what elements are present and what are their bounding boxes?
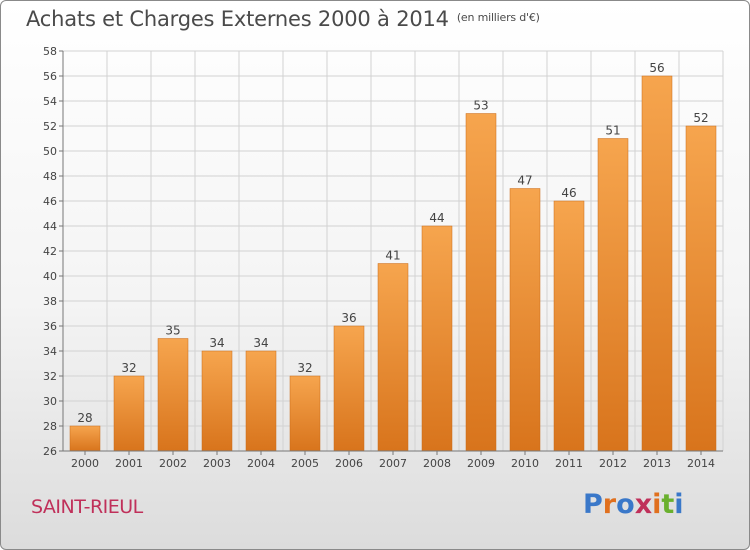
bar-2005[interactable] [289,375,321,452]
y-tick-label: 44 [43,220,57,233]
x-tick-label: 2001 [115,457,143,470]
y-tick-label: 46 [43,195,57,208]
x-tick-label: 2008 [423,457,451,470]
x-tick-label: 2003 [203,457,231,470]
bar-value-label: 34 [253,336,268,350]
bar-2007[interactable] [377,263,409,452]
bar-value-label: 36 [341,311,356,325]
bar-value-label: 34 [209,336,224,350]
bar-value-label: 51 [605,124,620,138]
y-tick-label: 34 [43,345,57,358]
bar-2009[interactable] [465,113,497,452]
y-tick-label: 26 [43,445,57,458]
bar-value-label: 32 [121,361,136,375]
bar-2004[interactable] [245,350,277,452]
bar-2012[interactable] [597,138,629,452]
logo-letter: t [661,489,675,520]
chart-title-text: Achats et Charges Externes 2000 à 2014 [26,7,449,31]
chart-unit: (en milliers d'€) [456,11,540,24]
bar-value-label: 52 [693,111,708,125]
x-tick-label: 2006 [335,457,363,470]
bar-value-label: 56 [649,61,664,75]
bar-2002[interactable] [157,338,189,452]
x-tick-label: 2010 [511,457,539,470]
logo-letter: x [634,489,653,520]
bar-2013[interactable] [641,75,673,452]
logo-letter: o [616,489,635,520]
bar-2008[interactable] [421,225,453,452]
logo-letter: i [652,489,662,520]
y-tick-label: 40 [43,270,57,283]
y-tick-label: 38 [43,295,57,308]
bar-2011[interactable] [553,200,585,452]
x-tick-label: 2012 [599,457,627,470]
chart-title: Achats et Charges Externes 2000 à 2014 (e… [26,7,540,31]
bar-2014[interactable] [685,125,717,452]
axes: 26 28 30 32 34 36 38 40 42 44 46 48 50 52 54 56 58 2000 20… [43,45,723,470]
y-tick-label: 48 [43,170,57,183]
bars: 28 32 35 34 34 32 36 41 44 53 47 46 51 56 52 [69,61,717,452]
y-tick-label: 42 [43,245,57,258]
y-tick-label: 56 [43,70,57,83]
x-tick-label: 2014 [687,457,715,470]
bar-2001[interactable] [113,375,145,452]
y-tick-label: 28 [43,420,57,433]
logo-letter: i [674,489,684,520]
logo-letter: P [583,489,603,520]
bar-value-label: 35 [165,324,180,338]
y-tick-label: 52 [43,120,57,133]
y-tick-label: 54 [43,95,57,108]
x-tick-label: 2009 [467,457,495,470]
town-name: SAINT-RIEUL [31,496,143,518]
logo-letter: r [602,489,617,520]
bar-value-label: 41 [385,249,400,263]
y-tick-label: 58 [43,45,57,58]
x-tick-label: 2013 [643,457,671,470]
bar-value-label: 53 [473,99,488,113]
y-tick-label: 50 [43,145,57,158]
bar-2003[interactable] [201,350,233,452]
x-tick-label: 2004 [247,457,275,470]
bar-value-label: 47 [517,174,532,188]
bar-value-label: 44 [429,211,444,225]
y-tick-label: 30 [43,395,57,408]
x-tick-label: 2005 [291,457,319,470]
bar-2006[interactable] [333,325,365,452]
x-tick-label: 2011 [555,457,583,470]
bar-value-label: 46 [561,186,576,200]
x-tick-label: 2000 [71,457,99,470]
bar-2000[interactable] [69,425,101,452]
bar-value-label: 32 [297,361,312,375]
x-tick-label: 2002 [159,457,187,470]
proxiti-logo[interactable]: Proxiti [583,489,684,520]
y-tick-label: 36 [43,320,57,333]
bar-value-label: 28 [77,411,92,425]
y-tick-label: 32 [43,370,57,383]
bar-2010[interactable] [509,188,541,452]
x-tick-label: 2007 [379,457,407,470]
